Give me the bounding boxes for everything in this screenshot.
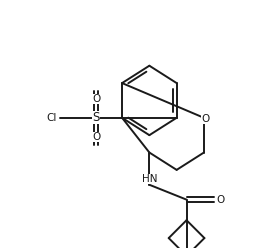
- Text: S: S: [92, 111, 100, 124]
- Text: HN: HN: [142, 174, 157, 184]
- Text: Cl: Cl: [47, 113, 57, 123]
- Text: O: O: [217, 195, 225, 205]
- Text: O: O: [201, 114, 209, 124]
- Text: O: O: [92, 132, 100, 142]
- Text: O: O: [92, 94, 100, 104]
